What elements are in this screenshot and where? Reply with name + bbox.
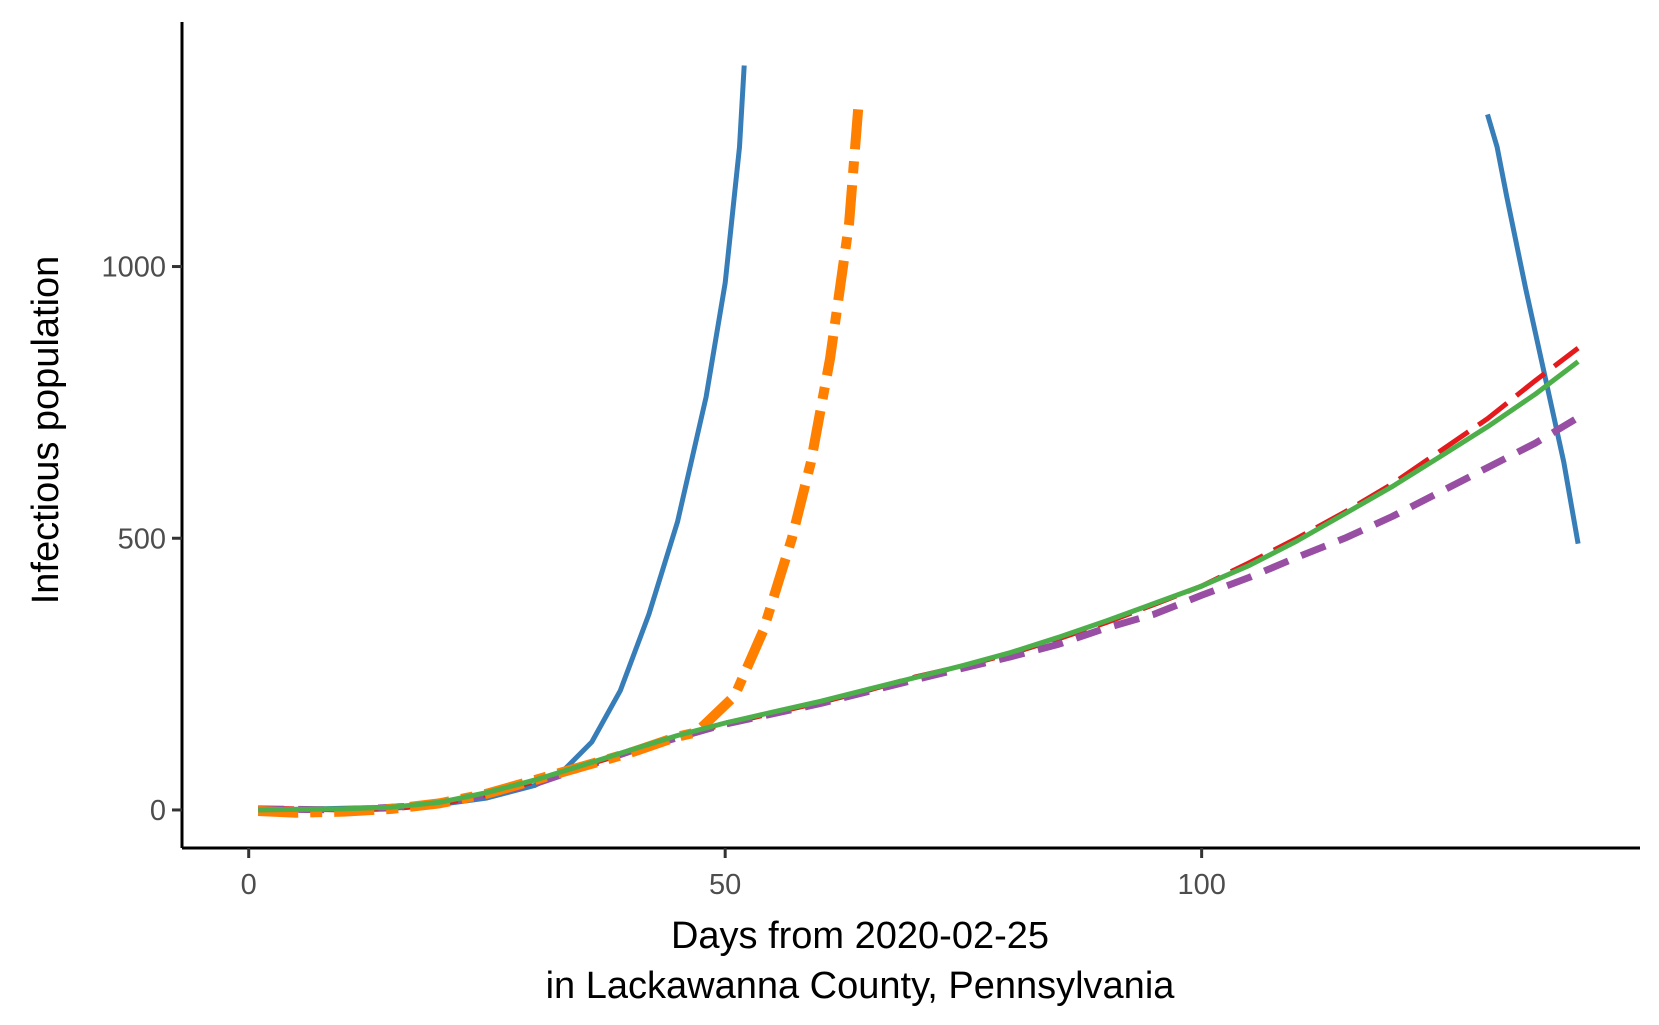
series-line-4	[258, 414, 1580, 814]
series-line-1	[258, 65, 747, 814]
x-tick-label: 0	[241, 869, 257, 901]
series-line-5	[257, 103, 864, 818]
x-axis-title-line2: in Lackawanna County, Pennsylvania	[546, 965, 1176, 1007]
series-line-3	[258, 346, 1580, 813]
series-line-6	[258, 359, 1580, 813]
x-tick-label: 50	[709, 869, 741, 901]
series-line-2	[1485, 113, 1581, 545]
y-tick-label: 500	[118, 523, 166, 555]
series-layer	[257, 65, 1581, 818]
y-axis-ticks: 0 500 1000	[101, 252, 182, 827]
x-axis-ticks: 0 50 100	[241, 848, 1226, 901]
y-tick-label: 1000	[101, 252, 166, 284]
y-axis-title: Infectious population	[25, 256, 67, 605]
x-axis-title: Days from 2020-02-25	[671, 915, 1049, 957]
y-tick-label: 0	[150, 795, 166, 827]
x-tick-label: 100	[1177, 869, 1225, 901]
